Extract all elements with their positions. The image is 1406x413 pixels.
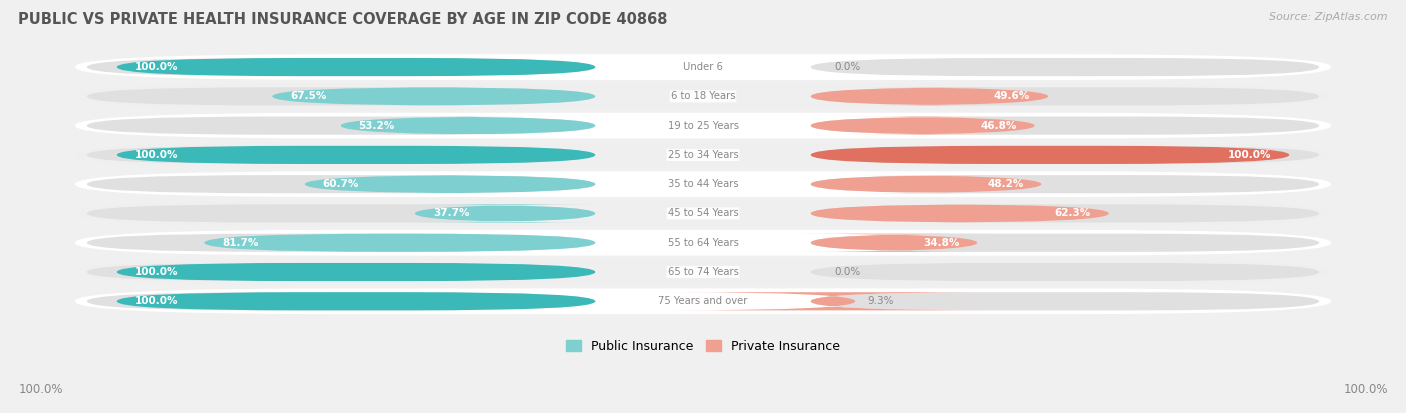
FancyBboxPatch shape [87,116,595,135]
Text: 48.2%: 48.2% [987,179,1024,189]
FancyBboxPatch shape [87,146,595,164]
FancyBboxPatch shape [811,204,1109,223]
Text: 46.8%: 46.8% [980,121,1017,131]
FancyBboxPatch shape [305,175,595,193]
Text: 100.0%: 100.0% [135,150,179,160]
FancyBboxPatch shape [811,204,1319,223]
FancyBboxPatch shape [811,116,1319,135]
Text: 35 to 44 Years: 35 to 44 Years [668,179,738,189]
Text: 60.7%: 60.7% [323,179,359,189]
FancyBboxPatch shape [75,54,1331,80]
Text: 25 to 34 Years: 25 to 34 Years [668,150,738,160]
Text: 62.3%: 62.3% [1054,209,1091,218]
Legend: Public Insurance, Private Insurance: Public Insurance, Private Insurance [561,335,845,358]
FancyBboxPatch shape [204,234,595,252]
FancyBboxPatch shape [87,234,595,252]
Text: 100.0%: 100.0% [135,62,179,72]
Text: Under 6: Under 6 [683,62,723,72]
FancyBboxPatch shape [75,113,1331,138]
FancyBboxPatch shape [75,83,1331,109]
Text: 55 to 64 Years: 55 to 64 Years [668,238,738,248]
Text: 53.2%: 53.2% [359,121,395,131]
FancyBboxPatch shape [75,259,1331,285]
Text: 19 to 25 Years: 19 to 25 Years [668,121,738,131]
Text: Source: ZipAtlas.com: Source: ZipAtlas.com [1270,12,1388,22]
FancyBboxPatch shape [811,116,1035,135]
FancyBboxPatch shape [87,175,595,193]
Text: 49.6%: 49.6% [994,91,1031,101]
FancyBboxPatch shape [792,234,995,252]
FancyBboxPatch shape [811,87,1319,105]
FancyBboxPatch shape [811,263,1319,281]
FancyBboxPatch shape [117,263,595,281]
Text: 0.0%: 0.0% [835,267,860,277]
FancyBboxPatch shape [811,175,1042,193]
Text: 81.7%: 81.7% [222,238,259,248]
FancyBboxPatch shape [811,292,1319,311]
Text: 65 to 74 Years: 65 to 74 Years [668,267,738,277]
FancyBboxPatch shape [87,263,595,281]
FancyBboxPatch shape [75,201,1331,226]
Text: 100.0%: 100.0% [135,296,179,306]
Text: 67.5%: 67.5% [290,91,326,101]
FancyBboxPatch shape [87,204,595,223]
FancyBboxPatch shape [75,171,1331,197]
FancyBboxPatch shape [273,87,595,105]
Text: 0.0%: 0.0% [835,62,860,72]
Text: 100.0%: 100.0% [18,384,63,396]
FancyBboxPatch shape [87,58,595,76]
FancyBboxPatch shape [811,234,1319,252]
Text: 9.3%: 9.3% [868,296,894,306]
Text: 100.0%: 100.0% [135,267,179,277]
FancyBboxPatch shape [340,116,595,135]
FancyBboxPatch shape [87,292,595,311]
FancyBboxPatch shape [811,175,1319,193]
FancyBboxPatch shape [669,292,995,311]
FancyBboxPatch shape [117,146,595,164]
Text: 37.7%: 37.7% [433,209,470,218]
FancyBboxPatch shape [87,87,595,105]
FancyBboxPatch shape [117,58,595,76]
Text: 45 to 54 Years: 45 to 54 Years [668,209,738,218]
Text: 75 Years and over: 75 Years and over [658,296,748,306]
FancyBboxPatch shape [411,204,600,223]
Text: PUBLIC VS PRIVATE HEALTH INSURANCE COVERAGE BY AGE IN ZIP CODE 40868: PUBLIC VS PRIVATE HEALTH INSURANCE COVER… [18,12,668,27]
FancyBboxPatch shape [811,146,1319,164]
Text: 6 to 18 Years: 6 to 18 Years [671,91,735,101]
Text: 34.8%: 34.8% [922,238,959,248]
FancyBboxPatch shape [75,230,1331,256]
FancyBboxPatch shape [811,146,1289,164]
FancyBboxPatch shape [75,288,1331,314]
FancyBboxPatch shape [811,87,1047,105]
FancyBboxPatch shape [75,142,1331,168]
FancyBboxPatch shape [811,58,1319,76]
FancyBboxPatch shape [117,292,595,311]
Text: 100.0%: 100.0% [1343,384,1388,396]
Text: 100.0%: 100.0% [1227,150,1271,160]
